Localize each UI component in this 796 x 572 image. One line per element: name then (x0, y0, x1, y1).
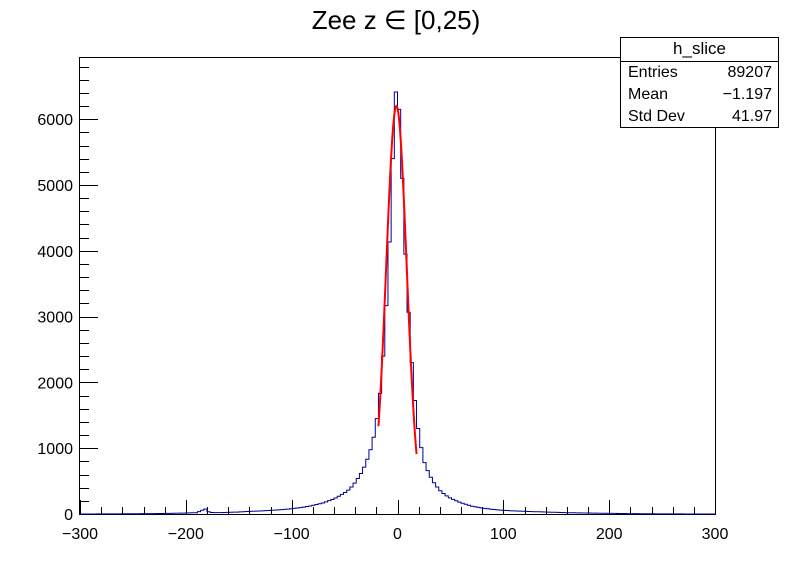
plot-frame (79, 57, 716, 515)
x-tick-label: 200 (596, 526, 623, 543)
stats-mean-label: Mean (628, 86, 669, 103)
stats-box-title: h_slice (621, 38, 778, 62)
gaussian-fit-curve (377, 104, 418, 455)
stats-entries-value: 89207 (727, 64, 773, 81)
x-tick-label: 0 (393, 526, 402, 543)
stats-entries-label: Entries (628, 64, 678, 81)
x-tick-label: 300 (702, 526, 729, 543)
stats-row-stddev: Std Dev 41.97 (621, 106, 778, 128)
y-tick-label: 1000 (37, 441, 73, 458)
stats-stddev-label: Std Dev (628, 108, 685, 125)
histogram-series-h_slice (79, 91, 715, 515)
y-tick-label: 0 (64, 507, 73, 524)
y-tick-label: 4000 (37, 244, 73, 261)
stats-mean-value: −1.197 (722, 86, 772, 103)
stats-row-entries: Entries 89207 (621, 62, 778, 84)
y-tick-label: 5000 (37, 178, 73, 195)
stats-stddev-value: 41.97 (731, 108, 772, 125)
stats-box: h_slice Entries 89207 Mean −1.197 Std De… (620, 37, 779, 128)
x-tick-label: 100 (490, 526, 517, 543)
axis-ticks (80, 67, 716, 515)
y-tick-label: 6000 (37, 112, 73, 129)
tick-labels: −300 −200 −100 0 100 200 300010002000300040005… (37, 112, 728, 543)
y-tick-label: 2000 (37, 375, 73, 392)
y-tick-label: 3000 (37, 310, 73, 327)
stats-row-mean: Mean −1.197 (621, 84, 778, 106)
x-tick-label: −200 (168, 526, 204, 543)
x-tick-label: −300 (62, 526, 98, 543)
x-tick-label: −100 (274, 526, 310, 543)
chart-title: Zee z ∈ [0,25) (312, 5, 481, 35)
